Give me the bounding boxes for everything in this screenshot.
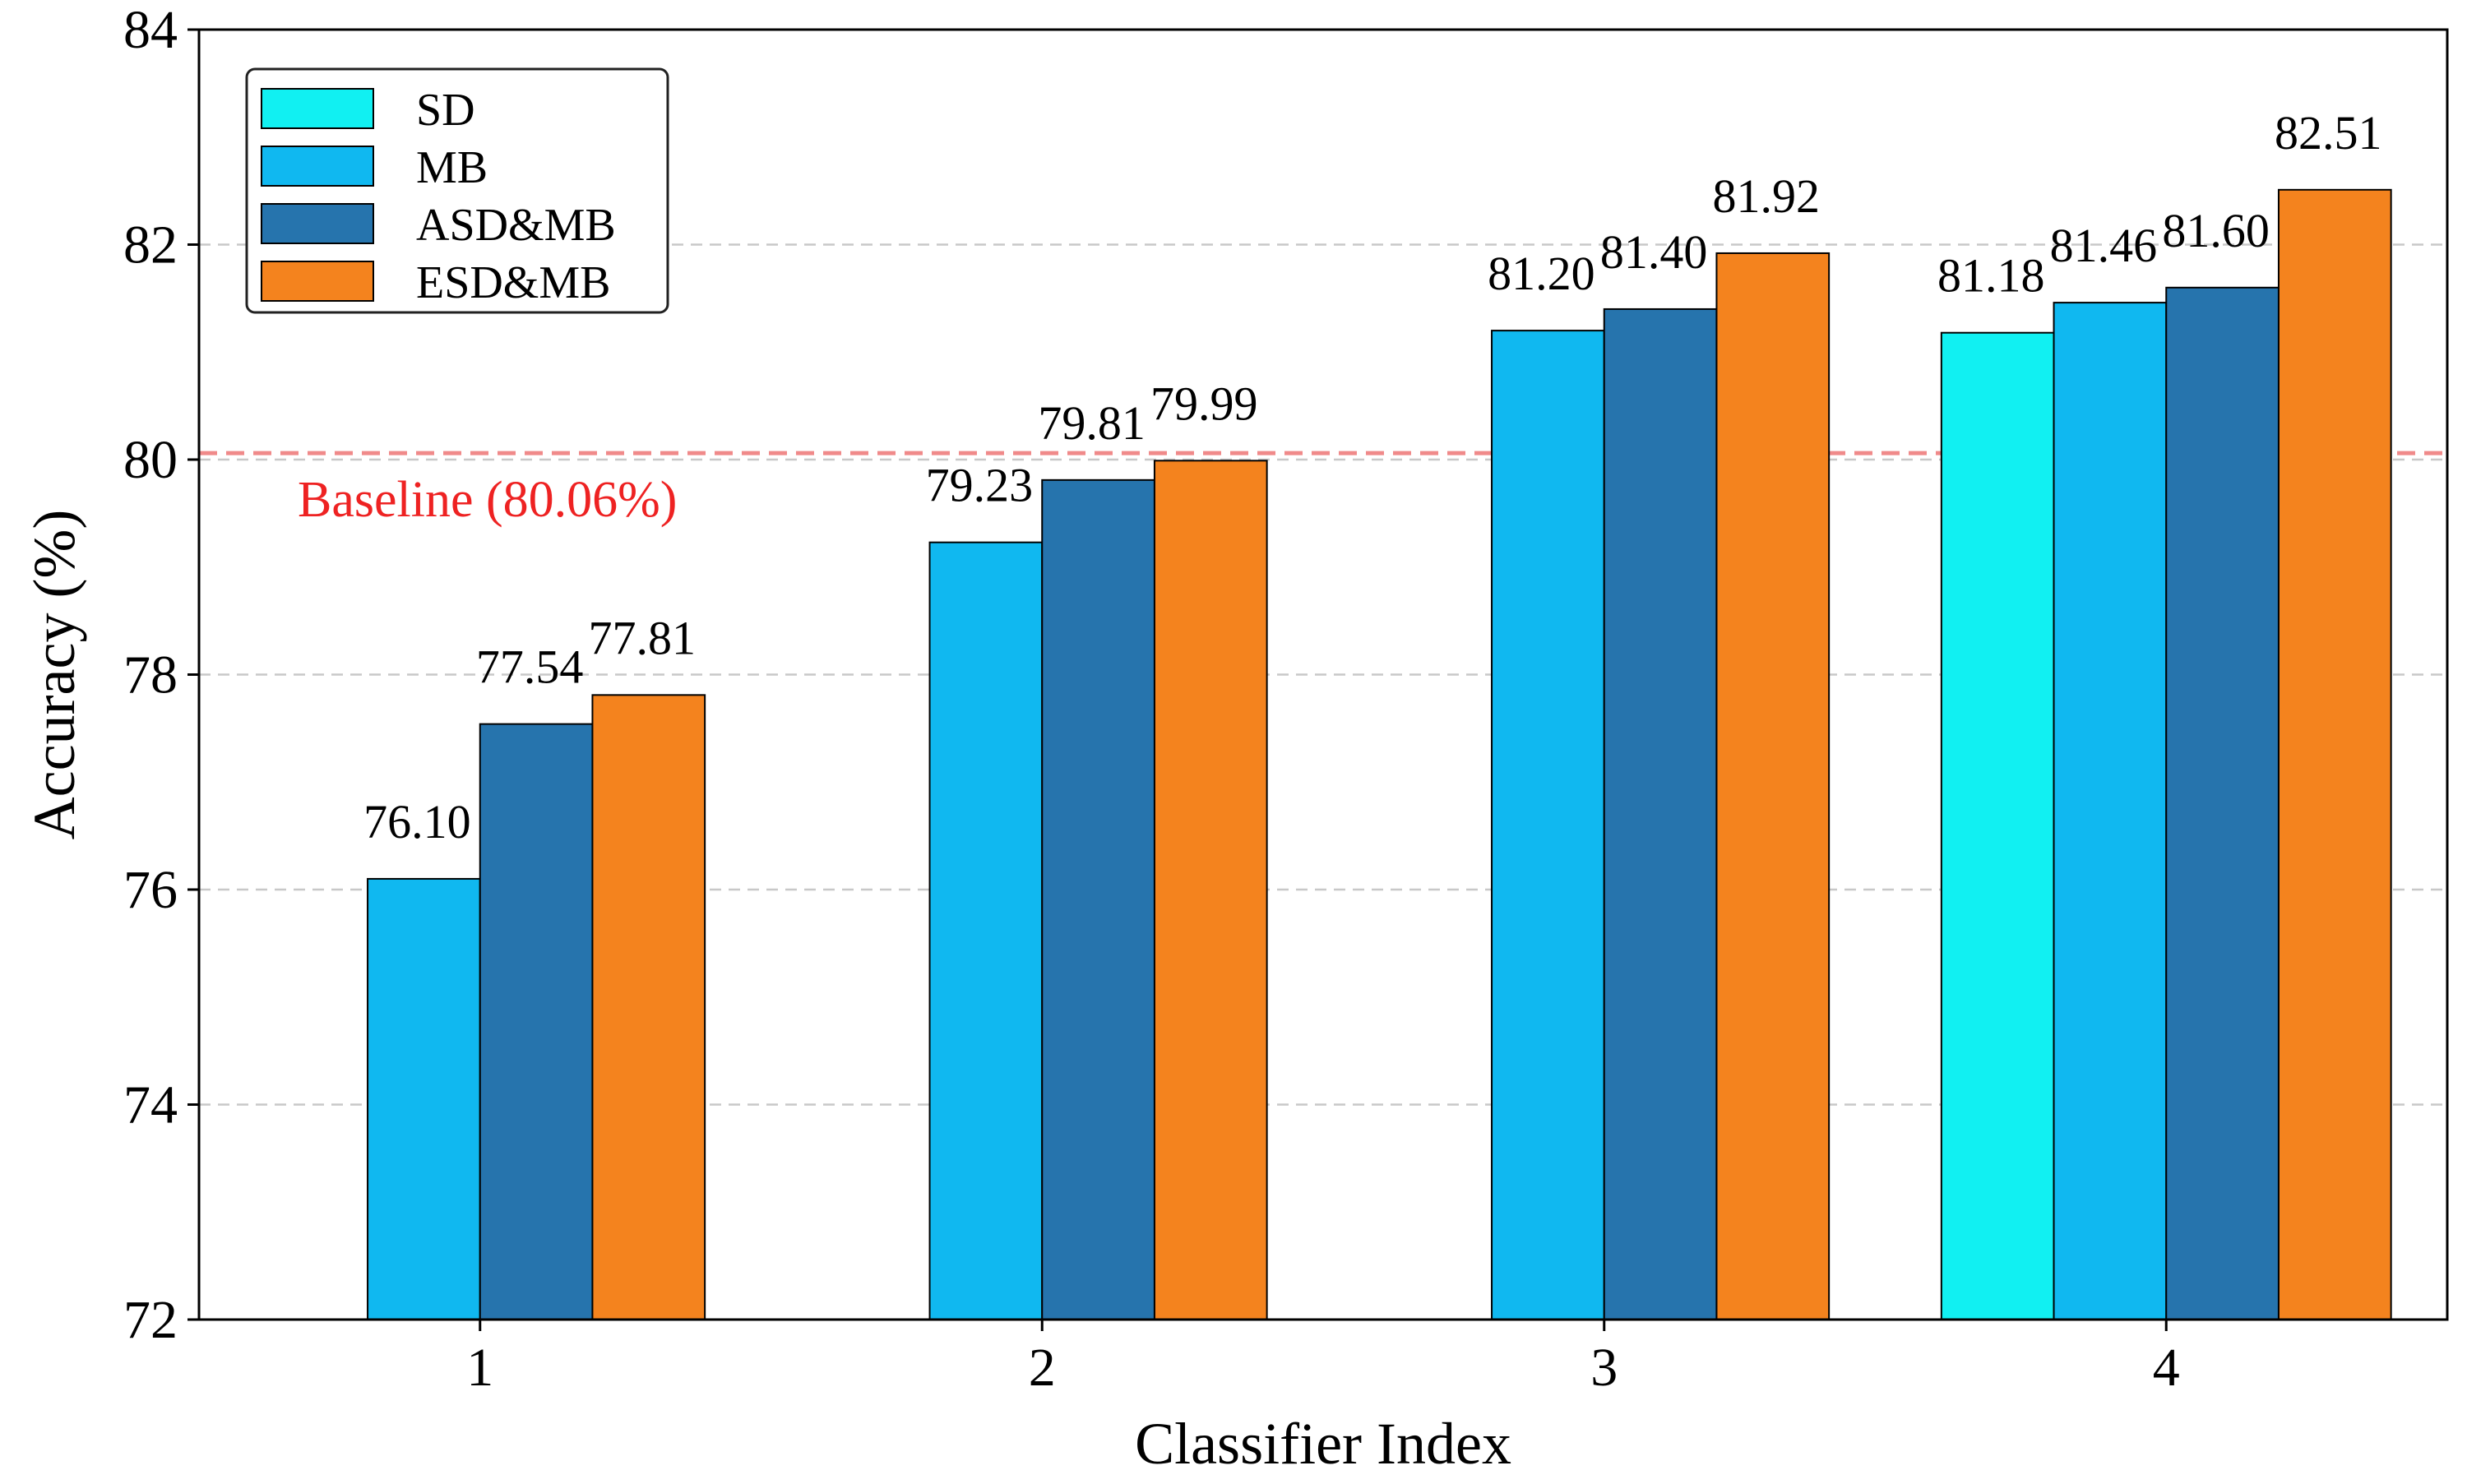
y-tick-label: 84 bbox=[123, 0, 178, 60]
bar-mb-2 bbox=[928, 541, 1044, 1320]
value-label: 82.51 bbox=[2275, 106, 2382, 159]
bar-esd-mb-3 bbox=[1715, 252, 1831, 1321]
legend-box bbox=[245, 67, 669, 314]
y-tick-label: 80 bbox=[123, 430, 178, 490]
value-label: 81.18 bbox=[1937, 249, 2045, 303]
value-labels-group: 81.18 76.10 79.23 81.20 81.46 77.54 79.81 81.40… bbox=[363, 106, 2381, 848]
value-label: 81.60 bbox=[2162, 204, 2270, 257]
y-axis-ticks: 72 74 76 78 80 82 84 bbox=[123, 0, 199, 1350]
value-label: 81.46 bbox=[2050, 219, 2158, 272]
x-axis-ticks: 1 2 3 4 bbox=[466, 1320, 2180, 1398]
bar-sd-4 bbox=[1940, 331, 2055, 1321]
x-tick-label: 2 bbox=[1029, 1338, 1056, 1398]
legend-label: ASD&MB bbox=[416, 200, 616, 251]
y-tick-label: 76 bbox=[123, 860, 178, 920]
bar-asd-mb-2 bbox=[1041, 478, 1155, 1320]
legend-swatch bbox=[261, 261, 374, 302]
y-tick-label: 72 bbox=[123, 1290, 178, 1350]
value-label: 81.40 bbox=[1600, 225, 1708, 279]
x-axis-title: Classifier Index bbox=[1135, 1411, 1511, 1477]
bar-asd-mb-1 bbox=[479, 723, 594, 1320]
y-axis-title: Accuracy (%) bbox=[21, 510, 87, 840]
value-label: 77.81 bbox=[589, 611, 697, 664]
bar-esd-mb-2 bbox=[1153, 460, 1268, 1320]
bar-mb-3 bbox=[1491, 330, 1605, 1321]
bar-mb-1 bbox=[367, 877, 481, 1321]
legend: SD MB ASD&MB ESD&MB bbox=[245, 67, 669, 314]
x-tick-label: 4 bbox=[2153, 1338, 2180, 1398]
bar-mb-4 bbox=[2053, 302, 2168, 1321]
value-label: 79.99 bbox=[1150, 377, 1258, 430]
legend-label: SD bbox=[416, 85, 475, 136]
bar-esd-mb-1 bbox=[591, 694, 706, 1320]
value-label: 77.54 bbox=[476, 640, 584, 694]
legend-label: MB bbox=[416, 142, 488, 193]
baseline-label: Baseline (80.06%) bbox=[298, 472, 677, 528]
bar-esd-mb-4 bbox=[2277, 188, 2392, 1320]
legend-swatch bbox=[261, 88, 374, 129]
x-tick-label: 1 bbox=[466, 1338, 493, 1398]
value-label: 79.81 bbox=[1038, 396, 1146, 450]
x-tick-label: 3 bbox=[1590, 1338, 1618, 1398]
legend-label: ESD&MB bbox=[416, 257, 611, 308]
y-tick-label: 74 bbox=[123, 1075, 178, 1135]
y-tick-label: 82 bbox=[123, 215, 178, 275]
value-label: 76.10 bbox=[363, 795, 471, 848]
legend-swatch bbox=[261, 146, 374, 187]
bar-asd-mb-4 bbox=[2165, 286, 2280, 1320]
y-tick-label: 78 bbox=[123, 645, 178, 705]
value-label: 81.20 bbox=[1488, 247, 1595, 300]
legend-swatch bbox=[261, 203, 374, 244]
value-label: 81.92 bbox=[1713, 169, 1821, 223]
bar-asd-mb-3 bbox=[1603, 307, 1718, 1321]
value-label: 79.23 bbox=[926, 459, 1034, 512]
bars-group bbox=[367, 188, 2392, 1321]
